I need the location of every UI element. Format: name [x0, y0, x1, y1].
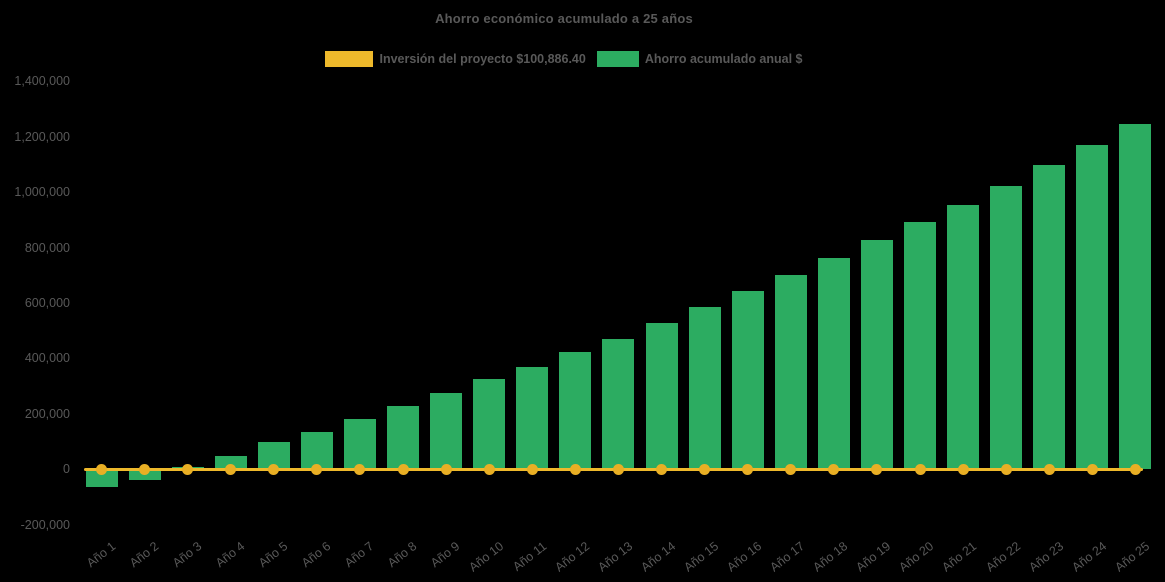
bar-16	[731, 290, 764, 470]
bar-13	[602, 338, 635, 470]
investment-line-marker	[612, 463, 624, 475]
investment-line-marker	[1043, 463, 1055, 475]
legend-swatch-investment-icon	[325, 51, 374, 67]
investment-line-marker	[139, 463, 151, 475]
x-axis-tick-label: Año 6	[299, 539, 334, 571]
y-axis-tick-label: 400,000	[24, 351, 70, 366]
investment-line-marker	[699, 463, 711, 475]
bar-20	[904, 222, 937, 470]
investment-line-marker	[1086, 463, 1098, 475]
x-axis-tick-label: Año 3	[169, 539, 205, 571]
y-axis-tick-label: 600,000	[24, 296, 70, 311]
bar-17	[774, 275, 807, 470]
investment-line-marker	[354, 463, 366, 475]
bar-15	[688, 306, 721, 470]
investment-line-marker	[526, 463, 538, 475]
investment-line-marker	[182, 463, 194, 475]
chart-title: Ahorro económico acumulado a 25 años	[435, 11, 693, 26]
x-axis-tick-label: Año 24	[1069, 539, 1109, 575]
y-axis-tick-label: -200,000	[20, 517, 70, 532]
bar-8	[387, 405, 420, 470]
x-axis-tick-label: Año 11	[509, 539, 549, 574]
x-axis-tick-label: Año 20	[896, 539, 937, 575]
x-axis-tick-label: Año 13	[595, 539, 636, 575]
bar-14	[645, 323, 678, 470]
bar-18	[817, 258, 850, 470]
x-axis-tick-label: Año 16	[724, 539, 765, 575]
y-axis-tick-label: 0	[63, 462, 70, 477]
investment-line-marker	[311, 463, 323, 475]
legend-swatch-savings-icon	[596, 51, 639, 67]
x-axis-tick-label: Año 5	[256, 539, 291, 571]
investment-line-marker	[785, 463, 797, 475]
y-axis-tick-label: 200,000	[24, 406, 70, 421]
x-axis-tick-label: Año 18	[810, 539, 851, 575]
investment-line-marker	[1000, 463, 1012, 475]
legend-item-investment: Inversión del proyecto $100,886.40	[325, 51, 586, 67]
bar-21	[947, 204, 980, 470]
x-axis-tick-label: Año 2	[126, 539, 162, 571]
investment-line-marker	[914, 463, 926, 475]
x-axis-tick-label: Año 22	[982, 539, 1023, 575]
bar-22	[990, 186, 1023, 470]
bar-1	[85, 469, 118, 488]
y-axis-tick-label: 800,000	[24, 240, 70, 255]
investment-line-marker	[440, 463, 452, 475]
chart-legend: Inversión del proyecto $100,886.40 Ahorr…	[0, 51, 1128, 67]
x-axis-tick-label: Año 1	[83, 539, 119, 571]
bar-25	[1119, 124, 1152, 470]
x-axis-tick-label: Año 15	[681, 539, 722, 575]
investment-line-marker	[225, 463, 237, 475]
y-axis-tick-label: 1,200,000	[14, 129, 70, 144]
x-axis-tick-label: Año 12	[552, 539, 593, 575]
y-axis-tick-label: 1,000,000	[14, 185, 70, 200]
x-axis-tick-label: Año 25	[1112, 539, 1153, 575]
investment-line-marker	[871, 463, 883, 475]
investment-line-marker	[483, 463, 495, 475]
y-axis-tick-label: 1,400,000	[14, 74, 70, 89]
x-axis-tick-label: Año 8	[385, 539, 420, 571]
x-axis-tick-label: Año 19	[853, 539, 894, 575]
x-axis-tick-label: Año 4	[213, 539, 248, 571]
bar-10	[473, 379, 506, 470]
investment-line-marker	[957, 463, 969, 475]
bar-9	[430, 393, 463, 470]
bar-6	[300, 431, 333, 470]
bar-19	[860, 240, 893, 470]
bar-7	[343, 419, 376, 470]
x-axis-tick-label: Año 17	[767, 539, 808, 575]
legend-label-savings: Ahorro acumulado anual $	[644, 52, 803, 66]
investment-line-marker	[742, 463, 754, 475]
x-axis-tick-label: Año 7	[342, 539, 377, 571]
bar-4	[214, 456, 247, 470]
investment-line-marker	[268, 463, 280, 475]
x-axis-tick-label: Año 10	[466, 539, 506, 575]
chart-header: Ahorro económico acumulado a 25 años Inv…	[0, 0, 1128, 80]
bar-24	[1076, 145, 1109, 470]
legend-label-investment: Inversión del proyecto $100,886.40	[379, 52, 586, 66]
investment-line-marker	[569, 463, 581, 475]
bar-12	[559, 351, 592, 470]
investment-line-marker	[96, 463, 107, 475]
bar-11	[516, 367, 549, 470]
investment-line-marker	[397, 463, 409, 475]
x-axis-tick-label: Año 14	[638, 539, 679, 575]
bar-23	[1033, 165, 1066, 470]
investment-line-marker	[656, 463, 668, 475]
x-axis-tick-label: Año 23	[1026, 539, 1066, 575]
x-axis-tick-label: Año 9	[428, 539, 463, 571]
investment-line-marker	[1129, 463, 1141, 475]
legend-item-savings: Ahorro acumulado anual $	[596, 51, 803, 67]
investment-line-marker	[828, 463, 840, 475]
x-axis-tick-label: Año 21	[939, 539, 980, 575]
